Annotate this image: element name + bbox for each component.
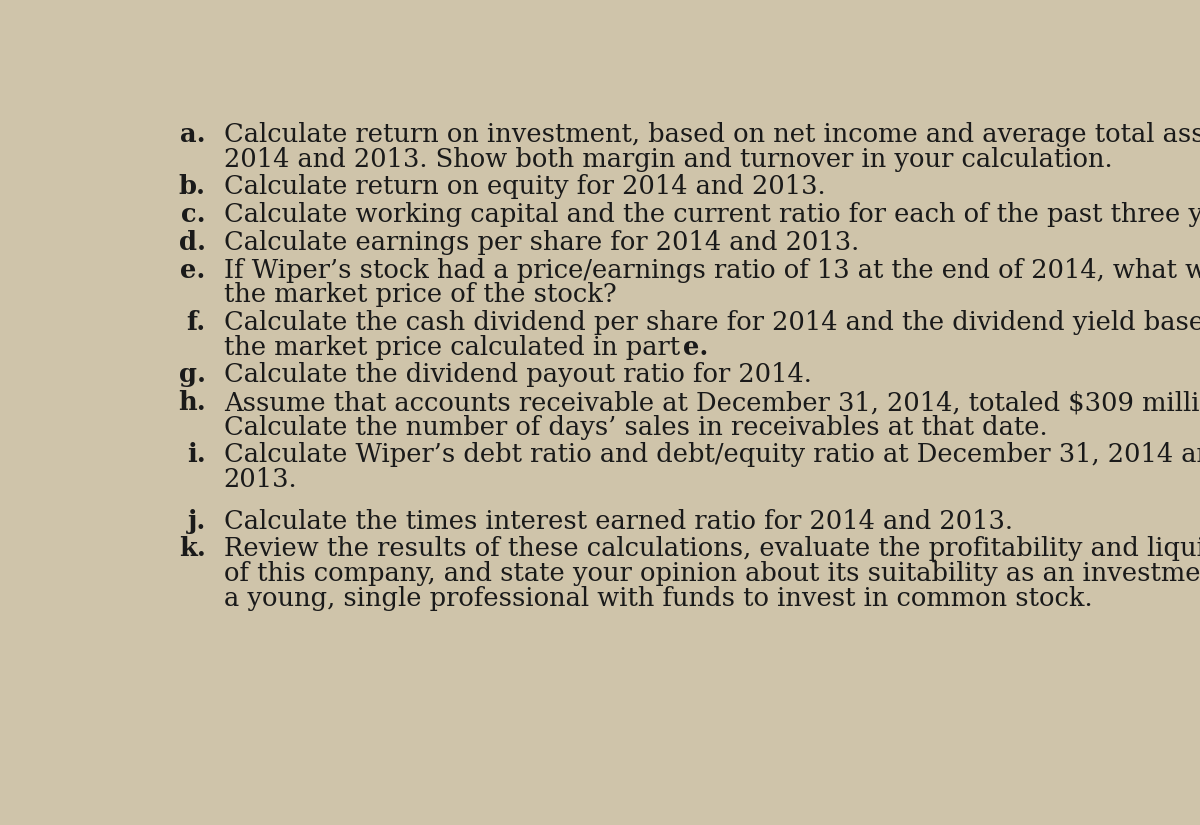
Text: If Wiper’s stock had a price/earnings ratio of 13 at the end of 2014, what was: If Wiper’s stock had a price/earnings ra… [223,257,1200,283]
Text: 2014 and 2013. Show both margin and turnover in your calculation.: 2014 and 2013. Show both margin and turn… [223,147,1112,172]
Text: the market price calculated in part: the market price calculated in part [223,335,688,360]
Text: j.: j. [187,509,206,534]
Text: a.: a. [180,122,206,147]
Text: f.: f. [186,310,206,335]
Text: Calculate earnings per share for 2014 and 2013.: Calculate earnings per share for 2014 an… [223,230,859,255]
Text: Calculate the times interest earned ratio for 2014 and 2013.: Calculate the times interest earned rati… [223,509,1013,534]
Text: h.: h. [178,390,206,415]
Text: Review the results of these calculations, evaluate the profitability and liquidi: Review the results of these calculations… [223,536,1200,561]
Text: e.: e. [683,335,708,360]
Text: Calculate Wiper’s debt ratio and debt/equity ratio at December 31, 2014 and: Calculate Wiper’s debt ratio and debt/eq… [223,442,1200,468]
Text: a young, single professional with funds to invest in common stock.: a young, single professional with funds … [223,586,1092,610]
Text: Assume that accounts receivable at December 31, 2014, totaled $309 million.: Assume that accounts receivable at Decem… [223,390,1200,415]
Text: Calculate the cash dividend per share for 2014 and the dividend yield based on: Calculate the cash dividend per share fo… [223,310,1200,335]
Text: Calculate the dividend payout ratio for 2014.: Calculate the dividend payout ratio for … [223,362,811,388]
Text: d.: d. [179,230,206,255]
Text: Calculate working capital and the current ratio for each of the past three years: Calculate working capital and the curren… [223,202,1200,227]
Text: b.: b. [179,174,206,200]
Text: g.: g. [179,362,206,388]
Text: k.: k. [179,536,206,561]
Text: Calculate return on equity for 2014 and 2013.: Calculate return on equity for 2014 and … [223,174,826,200]
Text: of this company, and state your opinion about its suitability as an investment f: of this company, and state your opinion … [223,561,1200,586]
Text: Calculate the number of days’ sales in receivables at that date.: Calculate the number of days’ sales in r… [223,415,1048,440]
Text: the market price of the stock?: the market price of the stock? [223,282,617,307]
Text: e.: e. [180,257,206,283]
Text: Calculate return on investment, based on net income and average total assets, fo: Calculate return on investment, based on… [223,122,1200,147]
Text: c.: c. [181,202,206,227]
Text: i.: i. [187,442,206,468]
Text: 2013.: 2013. [223,467,298,492]
